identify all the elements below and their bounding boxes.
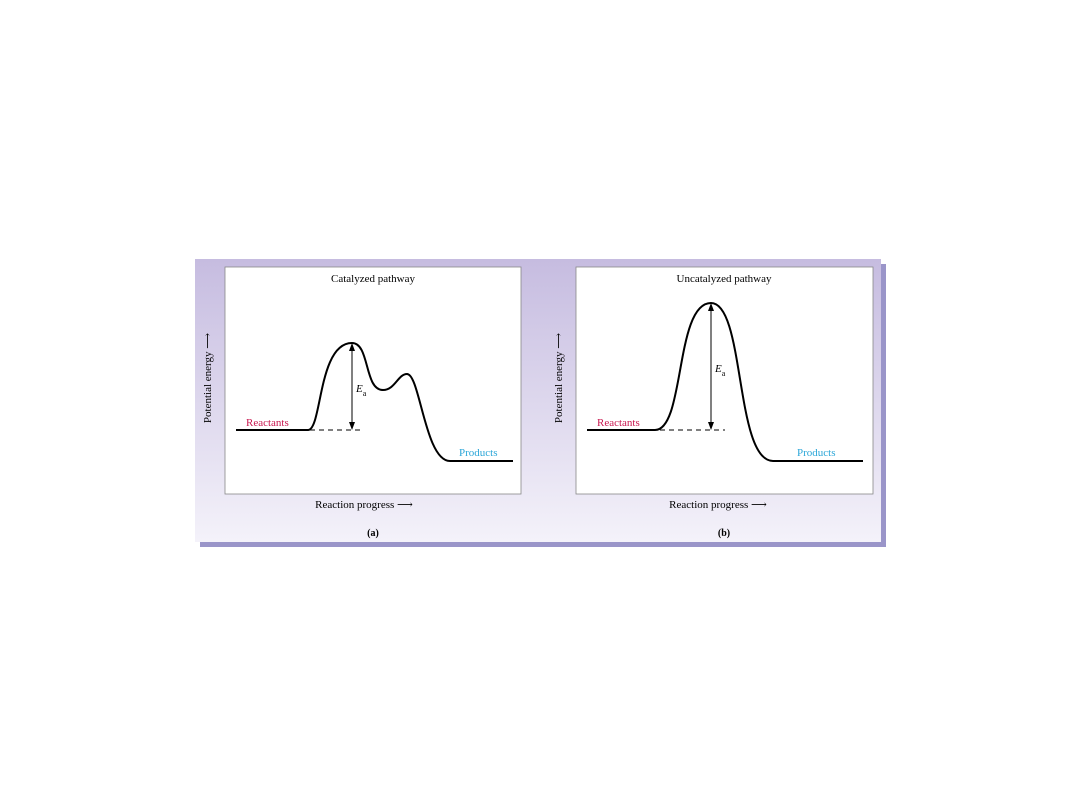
products-label: Products (459, 447, 498, 459)
y-axis-label: Potential energy ⟶ (202, 333, 214, 423)
caption-b: (b) (718, 528, 730, 539)
catalyzed-plot: Catalyzed pathway Ea Reactants Products … (202, 266, 522, 539)
energy-curve (236, 341, 513, 462)
ea-label: Ea (714, 363, 726, 378)
y-axis-label: Potential energy ⟶ (553, 333, 565, 423)
ea-label: Ea (355, 383, 367, 398)
uncatalyzed-plot: Uncatalyzed pathway Ea Reactants Product… (553, 266, 874, 539)
plot-frame (224, 266, 522, 495)
plot-title: Uncatalyzed pathway (677, 273, 772, 285)
plot-title: Catalyzed pathway (331, 273, 415, 285)
x-axis-label: Reaction progress ⟶ (669, 499, 767, 511)
x-axis-label: Reaction progress ⟶ (315, 499, 413, 511)
reactants-label: Reactants (246, 417, 289, 429)
reactants-label: Reactants (597, 417, 640, 429)
plot-frame (575, 266, 874, 495)
products-label: Products (797, 447, 836, 459)
caption-a: (a) (367, 528, 379, 539)
